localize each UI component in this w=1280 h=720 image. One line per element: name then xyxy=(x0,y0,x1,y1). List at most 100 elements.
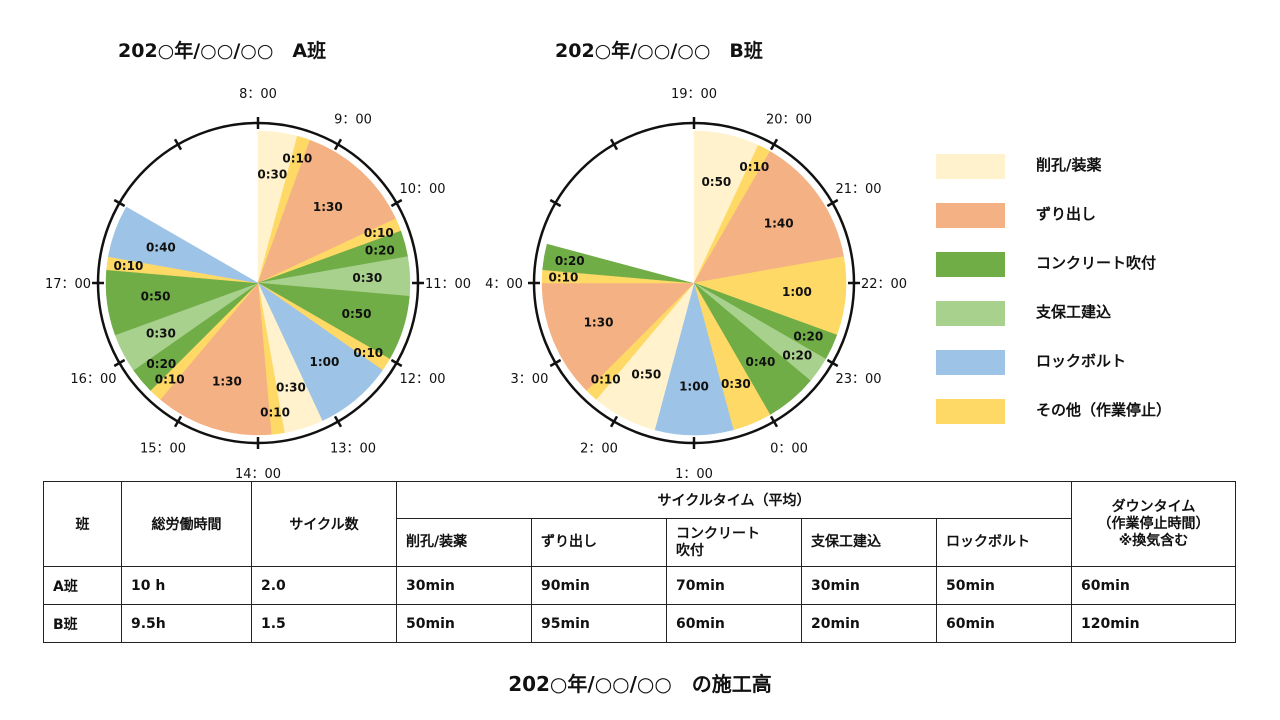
slice-label: 0:20 xyxy=(782,348,812,362)
cell-cycles: 2.0 xyxy=(251,566,397,605)
cell-drill: 30min xyxy=(396,566,532,605)
summary-table: 班 総労働時間 サイクル数 サイクルタイム（平均） ダウンタイム （作業停止時間… xyxy=(43,481,1236,643)
cell-bolt: 60min xyxy=(936,604,1072,643)
hour-label: 8：00 xyxy=(239,87,277,102)
legend-swatch-other xyxy=(936,399,1005,424)
hour-label: 20：00 xyxy=(766,112,812,127)
slice-label: 0:10 xyxy=(364,226,394,240)
slice-label: 0:20 xyxy=(793,329,823,343)
subheader-shotcrete: コンクリート 吹付 xyxy=(666,518,802,567)
cell-crew: A班 xyxy=(43,566,122,605)
hour-tick xyxy=(333,138,343,151)
legend-swatch-drill xyxy=(936,154,1005,179)
slice-label: 0:10 xyxy=(591,372,621,386)
legend-swatch-support xyxy=(936,301,1005,326)
hour-tick xyxy=(609,415,619,428)
hour-label: 15：00 xyxy=(140,442,186,457)
legend-swatch-bolt xyxy=(936,350,1005,375)
header-crew: 班 xyxy=(43,481,122,567)
hour-label: 4：00 xyxy=(485,277,523,292)
slice-label: 0:50 xyxy=(141,289,171,303)
hour-tick xyxy=(549,358,562,368)
hour-tick xyxy=(826,358,839,368)
header-downtime: ダウンタイム （作業停止時間） ※換気含む xyxy=(1071,481,1236,567)
slice-label: 0:30 xyxy=(721,377,751,391)
slice-label: 1:30 xyxy=(313,200,343,214)
footer-title: 202○年/○○/○○ の施工高 xyxy=(508,672,772,696)
hour-tick xyxy=(390,358,403,368)
cell-shotcrete: 60min xyxy=(666,604,802,643)
slice-label: 0:10 xyxy=(113,259,143,273)
legend-label-other: その他（作業停止） xyxy=(1036,401,1172,419)
slice-label: 1:30 xyxy=(584,316,614,330)
cell-total: 9.5h xyxy=(121,604,252,643)
header-cycle-time: サイクルタイム（平均） xyxy=(396,481,1072,519)
slice-label: 0:20 xyxy=(146,357,176,371)
slice-label: 0:10 xyxy=(548,270,578,284)
hour-tick xyxy=(549,198,562,208)
hour-label: 21：00 xyxy=(835,182,881,197)
legend-swatch-muck xyxy=(936,203,1005,228)
hour-label: 10：00 xyxy=(399,182,445,197)
cell-shotcrete: 70min xyxy=(666,566,802,605)
table-row: A班 10 h 2.0 30min 90min 70min 30min 50mi… xyxy=(43,566,1236,605)
clock-chart-a: 0:300:101:300:100:200:300:500:101:000:30… xyxy=(45,87,471,480)
cell-downtime: 120min xyxy=(1071,604,1236,643)
cell-cycles: 1.5 xyxy=(251,604,397,643)
chart-title-a: 202○年/○○/○○ A班 xyxy=(118,40,327,62)
slice-label: 0:50 xyxy=(342,307,372,321)
slice-label: 0:30 xyxy=(257,167,287,181)
legend-label-shotcrete: コンクリート吹付 xyxy=(1036,254,1157,272)
hour-tick xyxy=(390,198,403,208)
slice-label: 0:30 xyxy=(146,327,176,341)
hour-tick xyxy=(769,138,779,151)
slice-label: 1:00 xyxy=(310,355,340,369)
slice-label: 0:50 xyxy=(701,175,731,189)
slice-label: 0:40 xyxy=(146,241,176,255)
pie-slice-muck xyxy=(541,282,695,391)
slice-label: 0:40 xyxy=(746,355,776,369)
table-row: B班 9.5h 1.5 50min 95min 60min 20min 60mi… xyxy=(43,604,1236,643)
slice-label: 0:30 xyxy=(352,271,382,285)
slice-label: 1:40 xyxy=(764,217,794,231)
slice-label: 1:30 xyxy=(212,375,242,389)
slice-label: 0:10 xyxy=(353,346,383,360)
pie-slice-muck xyxy=(257,139,397,284)
slice-label: 0:10 xyxy=(282,151,312,165)
hour-tick xyxy=(333,415,343,428)
hour-tick xyxy=(113,358,126,368)
hour-label: 1：00 xyxy=(675,467,713,480)
hour-tick xyxy=(173,415,183,428)
table-header-row: 班 総労働時間 サイクル数 サイクルタイム（平均） ダウンタイム （作業停止時間… xyxy=(43,481,1236,567)
cell-bolt: 50min xyxy=(936,566,1072,605)
slice-label: 0:10 xyxy=(739,160,769,174)
legend-label-muck: ずり出し xyxy=(1036,205,1097,223)
hour-tick xyxy=(609,138,619,151)
hour-label: 13：00 xyxy=(330,442,376,457)
slice-label: 1:00 xyxy=(782,285,812,299)
hour-tick xyxy=(826,198,839,208)
hour-label: 16：00 xyxy=(70,372,116,387)
chart-title-b: 202○年/○○/○○ B班 xyxy=(555,40,763,62)
cell-drill: 50min xyxy=(396,604,532,643)
pie-slice-muck xyxy=(693,151,844,284)
cell-crew: B班 xyxy=(43,604,122,643)
pie-slice-muck xyxy=(159,282,272,436)
header-total-hours: 総労働時間 xyxy=(121,481,252,567)
slice-label: 0:30 xyxy=(276,380,306,394)
cell-support: 30min xyxy=(801,566,937,605)
slice-label: 0:50 xyxy=(631,368,661,382)
hour-label: 0：00 xyxy=(770,442,808,457)
header-cycles: サイクル数 xyxy=(251,481,397,567)
subheader-bolt: ロックボルト xyxy=(936,518,1072,567)
legend-swatch-shotcrete xyxy=(936,252,1005,277)
slice-label: 0:20 xyxy=(365,243,395,257)
slice-label: 0:10 xyxy=(155,372,185,386)
hour-tick xyxy=(173,138,183,151)
hour-label: 9：00 xyxy=(334,112,372,127)
cell-muck: 90min xyxy=(531,566,667,605)
hour-label: 3：00 xyxy=(511,372,549,387)
pie-slice-bolt xyxy=(108,206,259,284)
slice-label: 1:00 xyxy=(679,379,709,393)
hour-tick xyxy=(769,415,779,428)
